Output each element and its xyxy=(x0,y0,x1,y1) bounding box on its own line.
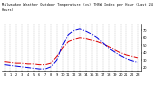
Text: Milwaukee Weather Outdoor Temperature (vs) THSW Index per Hour (Last 24 Hours): Milwaukee Weather Outdoor Temperature (v… xyxy=(2,3,152,12)
